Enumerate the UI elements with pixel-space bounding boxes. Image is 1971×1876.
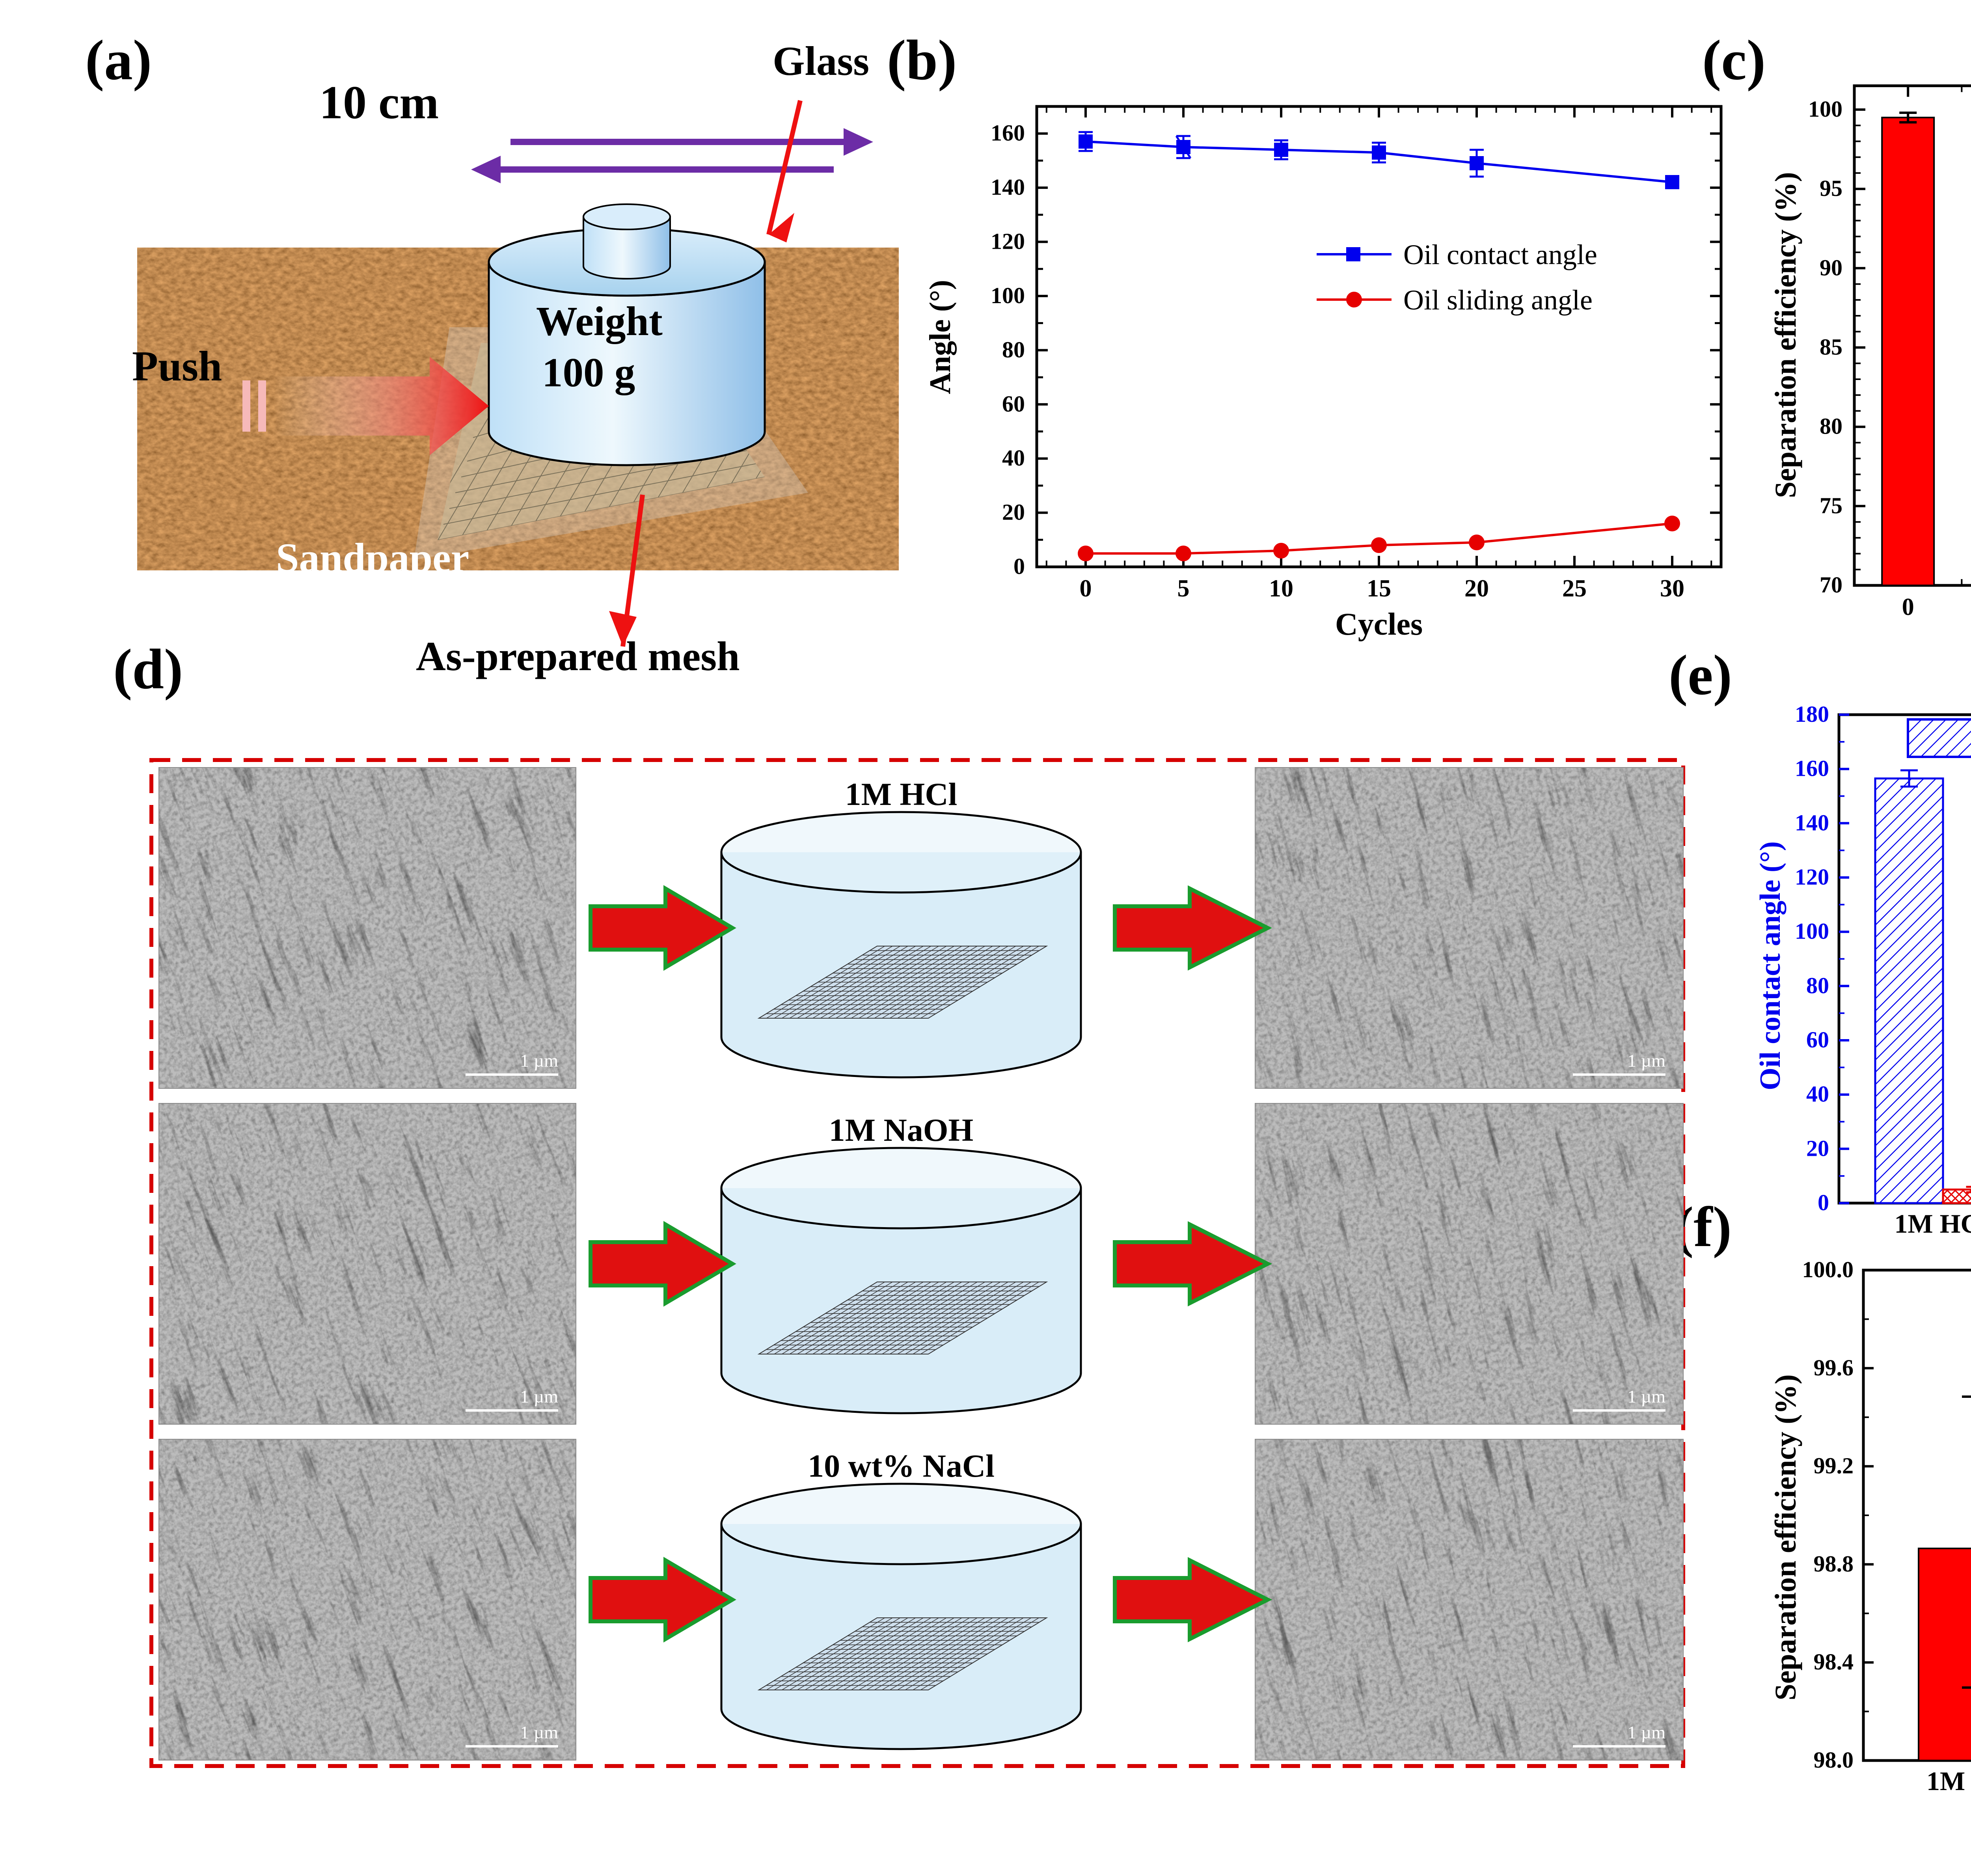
svg-text:100 g: 100 g — [542, 349, 635, 395]
svg-text:Angle (°): Angle (°) — [924, 280, 957, 394]
svg-text:Push: Push — [132, 343, 222, 390]
svg-text:100: 100 — [991, 283, 1025, 308]
svg-text:1M NaOH: 1M NaOH — [829, 1112, 974, 1148]
svg-text:1M HCl: 1M HCl — [845, 776, 958, 812]
svg-text:100: 100 — [1795, 918, 1829, 944]
svg-text:160: 160 — [991, 120, 1025, 146]
svg-text:99.2: 99.2 — [1814, 1453, 1854, 1479]
svg-text:10 cm: 10 cm — [319, 76, 439, 129]
svg-text:0: 0 — [1080, 575, 1092, 602]
svg-text:20: 20 — [1464, 575, 1489, 602]
svg-text:60: 60 — [1002, 391, 1025, 417]
svg-text:140: 140 — [1795, 810, 1829, 835]
svg-text:80: 80 — [1002, 337, 1025, 362]
svg-text:40: 40 — [1806, 1081, 1829, 1107]
svg-text:0: 0 — [1013, 553, 1025, 579]
svg-text:1 µm: 1 µm — [520, 1051, 558, 1071]
svg-text:1M HCl: 1M HCl — [1926, 1766, 1971, 1796]
svg-text:Separation efficiency (%): Separation efficiency (%) — [1769, 1374, 1802, 1700]
svg-text:98.4: 98.4 — [1814, 1649, 1854, 1675]
svg-text:120: 120 — [1795, 864, 1829, 890]
svg-text:25: 25 — [1562, 575, 1587, 602]
svg-text:160: 160 — [1795, 756, 1829, 781]
svg-text:1 µm: 1 µm — [1627, 1051, 1665, 1071]
svg-text:140: 140 — [991, 174, 1025, 200]
svg-text:Oil sliding angle: Oil sliding angle — [1403, 284, 1593, 316]
svg-text:Oil contact angle (°): Oil contact angle (°) — [1754, 841, 1787, 1090]
svg-text:40: 40 — [1002, 445, 1025, 471]
svg-text:120: 120 — [991, 229, 1025, 254]
svg-text:1 µm: 1 µm — [520, 1722, 558, 1742]
svg-text:Sandpaper: Sandpaper — [276, 535, 469, 581]
svg-text:70: 70 — [1820, 572, 1842, 598]
svg-text:Cycles: Cycles — [1335, 607, 1423, 642]
svg-text:75: 75 — [1820, 493, 1842, 518]
svg-text:1 µm: 1 µm — [1627, 1722, 1665, 1742]
svg-text:80: 80 — [1820, 414, 1842, 439]
svg-text:Weight: Weight — [536, 298, 663, 344]
svg-text:1 µm: 1 µm — [520, 1386, 558, 1407]
svg-text:98.8: 98.8 — [1814, 1551, 1854, 1576]
svg-text:Separation efficiency (%): Separation efficiency (%) — [1769, 172, 1802, 498]
svg-text:Glass: Glass — [773, 38, 869, 84]
svg-text:100.0: 100.0 — [1802, 1257, 1854, 1282]
svg-text:0: 0 — [1818, 1190, 1829, 1215]
svg-text:60: 60 — [1806, 1027, 1829, 1053]
svg-text:99.6: 99.6 — [1814, 1355, 1854, 1380]
svg-text:180: 180 — [1795, 701, 1829, 727]
svg-text:15: 15 — [1367, 575, 1391, 602]
svg-text:Oil contact angle: Oil contact angle — [1403, 239, 1597, 270]
svg-text:0: 0 — [1902, 594, 1914, 620]
svg-text:As-prepared mesh: As-prepared mesh — [416, 633, 740, 679]
svg-text:95: 95 — [1820, 175, 1842, 201]
svg-text:10 wt% NaCl: 10 wt% NaCl — [808, 1448, 995, 1484]
svg-text:98.0: 98.0 — [1814, 1747, 1854, 1773]
svg-text:1 µm: 1 µm — [1627, 1386, 1665, 1407]
svg-text:20: 20 — [1806, 1135, 1829, 1161]
svg-text:30: 30 — [1660, 575, 1684, 602]
svg-text:5: 5 — [1177, 575, 1190, 602]
svg-text:1M HCl: 1M HCl — [1894, 1209, 1971, 1239]
svg-text:90: 90 — [1820, 255, 1842, 280]
svg-text:10: 10 — [1269, 575, 1293, 602]
svg-text:100: 100 — [1808, 96, 1842, 122]
svg-text:80: 80 — [1806, 972, 1829, 998]
svg-text:20: 20 — [1002, 499, 1025, 525]
svg-text:85: 85 — [1820, 334, 1842, 360]
